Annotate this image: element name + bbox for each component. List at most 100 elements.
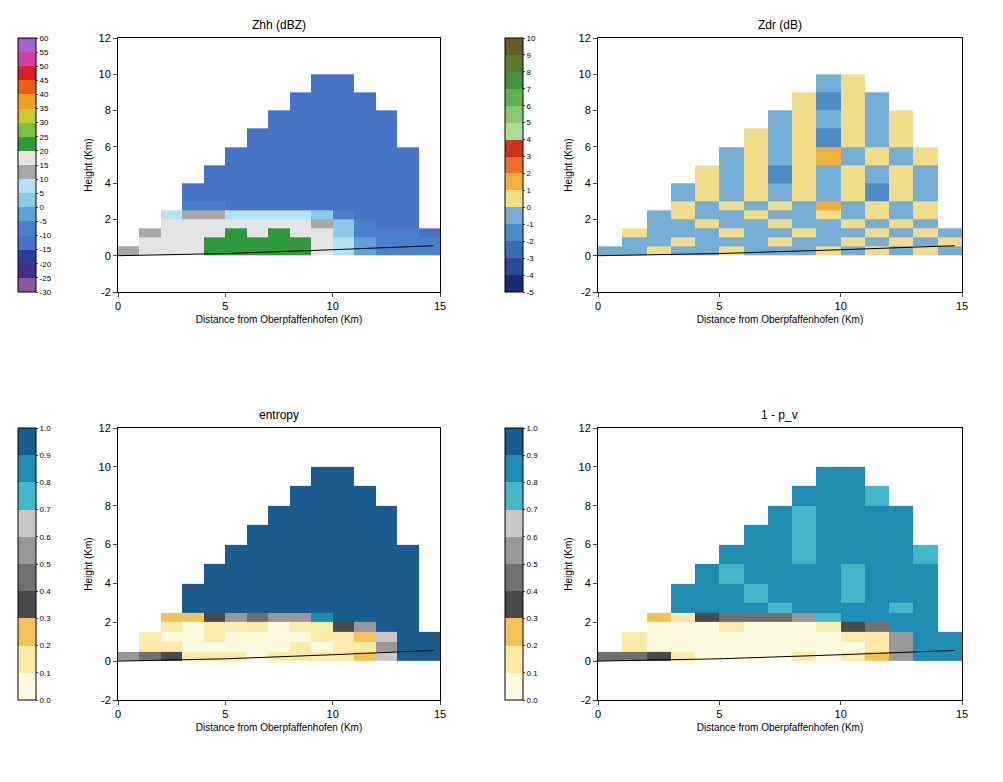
- svg-text:10: 10: [40, 175, 49, 184]
- svg-text:-2: -2: [101, 694, 111, 706]
- svg-text:Height (Km): Height (Km): [563, 138, 574, 191]
- svg-text:Distance from Oberpfaffenhofen: Distance from Oberpfaffenhofen (Km): [697, 314, 864, 325]
- svg-text:4: 4: [585, 177, 591, 189]
- svg-text:0: 0: [115, 300, 121, 312]
- svg-text:0.7: 0.7: [40, 505, 52, 514]
- svg-text:8: 8: [105, 500, 111, 512]
- svg-text:60: 60: [40, 34, 49, 43]
- svg-text:0: 0: [105, 250, 111, 262]
- svg-text:12: 12: [579, 32, 591, 44]
- svg-text:35: 35: [40, 104, 49, 113]
- svg-text:Distance from Oberpfaffenhofen: Distance from Oberpfaffenhofen (Km): [697, 722, 864, 733]
- svg-text:Height (Km): Height (Km): [83, 138, 94, 191]
- svg-text:2: 2: [105, 616, 111, 628]
- svg-text:0.6: 0.6: [527, 533, 539, 542]
- svg-text:10: 10: [99, 68, 111, 80]
- svg-text:4: 4: [105, 177, 111, 189]
- svg-text:0: 0: [595, 708, 601, 720]
- svg-text:8: 8: [105, 104, 111, 116]
- svg-text:0.9: 0.9: [527, 451, 539, 460]
- svg-text:0.9: 0.9: [40, 451, 52, 460]
- svg-text:8: 8: [585, 104, 591, 116]
- svg-text:0.6: 0.6: [40, 533, 52, 542]
- svg-text:0.3: 0.3: [527, 614, 539, 623]
- svg-text:-2: -2: [581, 286, 591, 298]
- svg-text:30: 30: [40, 118, 49, 127]
- svg-text:-15: -15: [40, 245, 52, 254]
- svg-text:entropy: entropy: [259, 408, 299, 422]
- svg-text:15: 15: [434, 300, 446, 312]
- svg-text:-4: -4: [527, 271, 535, 280]
- svg-text:-10: -10: [40, 231, 52, 240]
- svg-text:0.1: 0.1: [527, 669, 539, 678]
- svg-text:12: 12: [99, 32, 111, 44]
- svg-text:4: 4: [527, 135, 532, 144]
- svg-text:45: 45: [40, 76, 49, 85]
- svg-text:1.0: 1.0: [527, 424, 539, 433]
- svg-text:0.5: 0.5: [527, 560, 539, 569]
- svg-text:10: 10: [835, 300, 847, 312]
- svg-text:2: 2: [585, 213, 591, 225]
- svg-text:0: 0: [585, 655, 591, 667]
- svg-text:8: 8: [585, 500, 591, 512]
- svg-text:10: 10: [527, 34, 536, 43]
- svg-text:2: 2: [527, 169, 532, 178]
- svg-text:0.8: 0.8: [40, 478, 52, 487]
- svg-text:8: 8: [527, 68, 532, 77]
- svg-text:0.4: 0.4: [40, 587, 52, 596]
- svg-text:10: 10: [327, 708, 339, 720]
- svg-text:15: 15: [956, 708, 968, 720]
- svg-text:20: 20: [40, 147, 49, 156]
- svg-text:4: 4: [585, 577, 591, 589]
- svg-text:15: 15: [956, 300, 968, 312]
- svg-text:4: 4: [105, 577, 111, 589]
- svg-text:50: 50: [40, 62, 49, 71]
- svg-text:Distance from Oberpfaffenhofen: Distance from Oberpfaffenhofen (Km): [196, 722, 363, 733]
- svg-text:10: 10: [835, 708, 847, 720]
- svg-text:10: 10: [99, 461, 111, 473]
- svg-text:6: 6: [105, 538, 111, 550]
- svg-text:0: 0: [115, 708, 121, 720]
- svg-text:0: 0: [40, 203, 45, 212]
- svg-text:0.7: 0.7: [527, 505, 539, 514]
- svg-text:-25: -25: [40, 274, 52, 283]
- svg-text:10: 10: [579, 68, 591, 80]
- svg-text:Zhh (dBZ): Zhh (dBZ): [252, 18, 306, 32]
- svg-text:0.4: 0.4: [527, 587, 539, 596]
- svg-text:0.3: 0.3: [40, 614, 52, 623]
- svg-text:5: 5: [222, 708, 228, 720]
- svg-text:9: 9: [527, 51, 532, 60]
- svg-text:15: 15: [434, 708, 446, 720]
- svg-text:7: 7: [527, 85, 532, 94]
- svg-text:12: 12: [99, 422, 111, 434]
- svg-text:Zdr (dB): Zdr (dB): [758, 18, 802, 32]
- svg-text:0.0: 0.0: [527, 696, 539, 705]
- svg-text:0.1: 0.1: [40, 669, 52, 678]
- svg-text:-1: -1: [527, 220, 535, 229]
- svg-text:6: 6: [105, 141, 111, 153]
- svg-text:Distance from Oberpfaffenhofen: Distance from Oberpfaffenhofen (Km): [196, 314, 363, 325]
- svg-text:55: 55: [40, 48, 49, 57]
- svg-text:1.0: 1.0: [40, 424, 52, 433]
- svg-text:0.2: 0.2: [527, 641, 539, 650]
- svg-text:0: 0: [105, 655, 111, 667]
- svg-text:15: 15: [40, 161, 49, 170]
- svg-text:-30: -30: [40, 288, 52, 297]
- svg-text:5: 5: [716, 708, 722, 720]
- svg-text:5: 5: [40, 189, 45, 198]
- svg-text:5: 5: [716, 300, 722, 312]
- svg-text:3: 3: [527, 152, 532, 161]
- svg-text:0: 0: [595, 300, 601, 312]
- svg-text:6: 6: [585, 141, 591, 153]
- svg-text:12: 12: [579, 422, 591, 434]
- svg-text:5: 5: [527, 118, 532, 127]
- svg-text:Height (Km): Height (Km): [83, 537, 94, 590]
- svg-text:-20: -20: [40, 260, 52, 269]
- svg-text:-3: -3: [527, 254, 535, 263]
- svg-text:1 - p_v: 1 - p_v: [761, 408, 798, 422]
- svg-text:1: 1: [527, 186, 532, 195]
- svg-text:-2: -2: [581, 694, 591, 706]
- svg-text:2: 2: [105, 213, 111, 225]
- svg-text:-5: -5: [527, 288, 535, 297]
- svg-text:0.0: 0.0: [40, 696, 52, 705]
